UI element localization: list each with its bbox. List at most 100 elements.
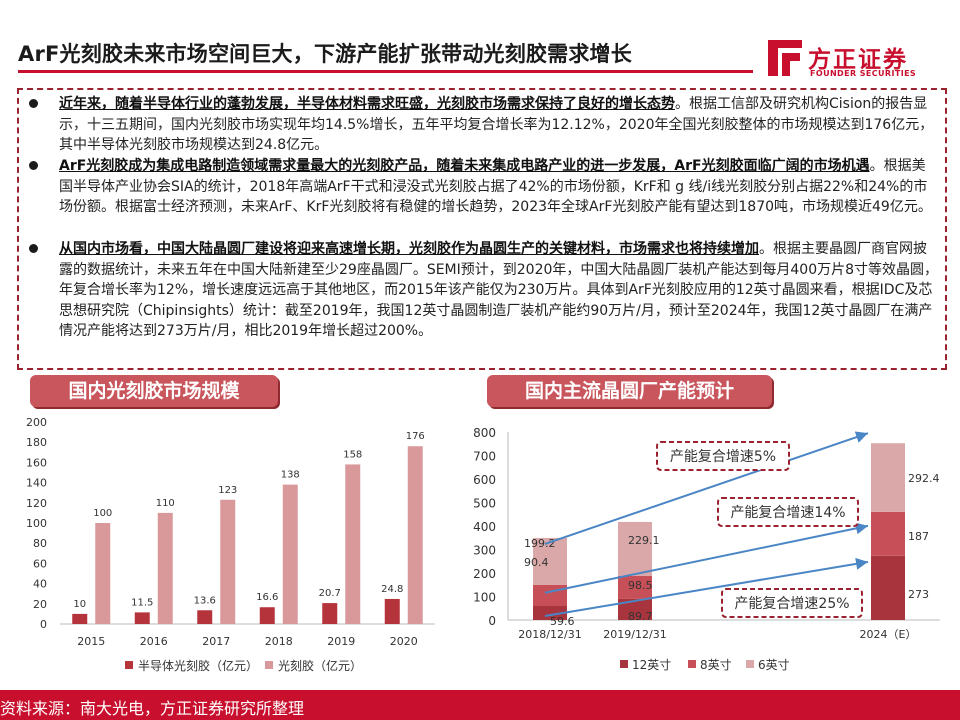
x-tick-label: 2015 [77,635,105,648]
logo-text-en: FOUNDER SECURITIES [810,69,917,78]
y-tick-label: 20 [33,598,47,611]
key-points-box: 近年来，随着半导体行业的蓬勃发展，半导体材料需求旺盛，光刻胶市场需求保持了良好的… [17,88,947,370]
bullet-text: 从国内市场看，中国大陆晶圆厂建设将迎来高速增长期，光刻胶作为晶圆生产的关键材料，… [59,239,939,342]
x-tick-label: 2024（E） [860,628,917,641]
y-tick-label: 180 [26,436,47,449]
growth-arrow [544,431,869,545]
legend-label: 6英寸 [758,658,790,672]
y-tick-label: 200 [473,567,496,581]
bullet-text: ArF光刻胶成为集成电路制造领域需求量最大的光刻胶产品，随着未来集成电路产业的进… [59,156,939,218]
x-tick-label: 2020 [390,635,418,648]
legend-swatch [620,660,628,668]
data-label: 273 [908,588,929,601]
bar [322,603,338,624]
annotation-box [717,497,859,527]
y-tick-label: 140 [26,477,47,490]
data-label: 89.7 [628,610,653,623]
data-label: 90.4 [524,556,549,569]
bar [72,613,88,624]
y-tick-label: 700 [473,450,496,464]
logo-text-cn: 方正证券 [808,47,908,73]
x-tick-label: 2019/12/31 [603,628,666,641]
annotation-label: 产能复合增速14% [730,504,845,521]
section-title-market-size: 国内光刻胶市场规模 [30,375,278,407]
y-tick-label: 0 [488,614,496,628]
header-divider [18,70,753,73]
growth-arrow [544,522,869,594]
y-tick-label: 800 [473,426,496,440]
bar-segment [871,511,905,556]
bar-segment [618,598,652,620]
y-tick-label: 40 [33,578,47,591]
bar [95,523,111,624]
bullet-text: 近年来，随着半导体行业的蓬勃发展，半导体材料需求旺盛，光刻胶市场需求保持了良好的… [59,94,939,156]
annotation-box [721,588,863,618]
bullet-lead: ArF光刻胶成为集成电路制造领域需求量最大的光刻胶产品，随着未来集成电路产业的进… [59,158,870,174]
source-note: 资料来源：南大光电，方正证券研究所整理 [0,699,305,718]
y-tick-label: 600 [473,473,496,487]
y-tick-label: 200 [26,416,47,429]
bullet-lead: 近年来，随着半导体行业的蓬勃发展，半导体材料需求旺盛，光刻胶市场需求保持了良好的… [59,96,675,112]
data-label: 110 [156,498,175,509]
data-label: 229.1 [628,534,660,547]
y-tick-label: 100 [26,517,47,530]
data-label: 292.4 [908,472,940,485]
bar-segment [533,584,567,606]
x-tick-label: 2018/12/31 [518,628,581,641]
data-label: 176 [406,431,425,442]
y-tick-label: 100 [473,591,496,605]
bar [345,464,361,624]
y-tick-label: 80 [33,537,47,550]
bar [259,607,275,624]
legend-swatch [265,661,273,669]
data-label: 20.7 [319,588,341,599]
legend-label: 12英寸 [632,658,671,672]
bar [157,512,173,624]
bar [134,612,150,624]
bar-segment [618,575,652,599]
bar-segment [618,521,652,576]
data-label: 13.6 [194,595,216,606]
growth-arrow [544,557,869,617]
bullet-icon [29,99,38,108]
annotation-label: 产能复合增速25% [734,595,849,612]
legend-swatch [746,660,754,668]
x-tick-label: 2016 [140,635,168,648]
footer-bar: 资料来源：南大光电，方正证券研究所整理 [0,690,960,720]
data-label: 123 [218,485,237,496]
y-tick-label: 500 [473,497,496,511]
market-size-chart-svg: 0 20 40 60 80 100 120 140 160 180 200 10 100 2015 11.5… [26,416,435,673]
bar [220,499,236,624]
page-title: ArF光刻胶未来市场空间巨大，下游产能扩张带动光刻胶需求增长 [18,42,632,66]
x-tick-label: 2019 [327,635,355,648]
data-label: 138 [281,470,300,481]
bullet-icon [29,161,38,170]
data-label: 98.5 [628,579,653,592]
bar-segment [871,555,905,620]
y-tick-label: 60 [33,557,47,570]
data-label: 187 [908,530,929,543]
data-label: 10 [73,599,86,610]
legend-swatch [688,660,696,668]
y-tick-label: 300 [473,544,496,558]
legend-swatch [125,661,133,669]
y-tick-label: 120 [26,497,47,510]
bullet-body: 。根据主要晶圆厂商官网披露的数据统计，未来五年在中国大陆新建至少29座晶圆厂。S… [59,241,939,339]
header: ArF光刻胶未来市场空间巨大，下游产能扩张带动光刻胶需求增长 方正证券 FOUN… [0,0,960,82]
legend-label: 8英寸 [700,658,732,672]
x-tick-label: 2018 [265,635,293,648]
bar [384,598,400,624]
legend-label: 光刻胶（亿元） [278,658,362,673]
bar [407,446,423,624]
legend-label: 半导体光刻胶（亿元） [138,658,258,673]
bar-segment [871,443,905,512]
data-label: 100 [93,508,112,519]
bar-segment [533,537,567,585]
data-label: 199.2 [524,537,556,550]
data-label: 59.6 [550,615,575,628]
bar [282,484,298,624]
x-tick-label: 2017 [202,635,230,648]
bullet-lead: 从国内市场看，中国大陆晶圆厂建设将迎来高速增长期，光刻胶作为晶圆生产的关键材料，… [59,241,759,257]
data-label: 11.5 [131,597,153,608]
data-label: 16.6 [256,592,278,603]
